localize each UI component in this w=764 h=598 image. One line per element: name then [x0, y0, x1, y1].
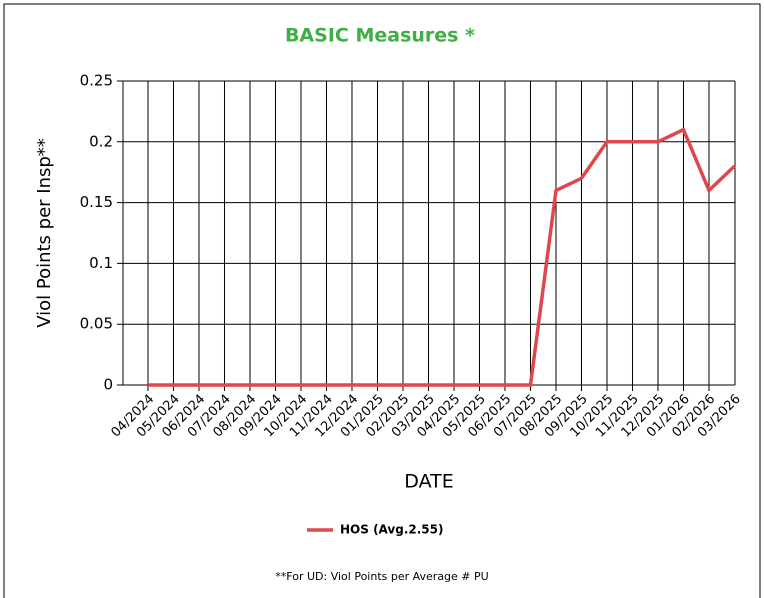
frame [3, 3, 761, 598]
x-axis-label: DATE [404, 471, 453, 493]
footnote: **For UD: Viol Points per Average # PU [275, 570, 488, 583]
legend-label: HOS (Avg.2.55) [340, 523, 443, 537]
y-axis-label: Viol Points per Insp** [34, 138, 55, 328]
y-tick-label: 0 [103, 376, 113, 394]
y-tick-label: 0.1 [89, 254, 113, 272]
y-tick-label: 0.05 [80, 315, 113, 333]
y-tick-label: 0.2 [89, 132, 113, 150]
y-tick-label: 0.25 [80, 72, 113, 90]
line-series [147, 127, 736, 387]
y-tick-label: 0.15 [80, 193, 113, 211]
chart-title: BASIC Measures * [285, 25, 475, 47]
